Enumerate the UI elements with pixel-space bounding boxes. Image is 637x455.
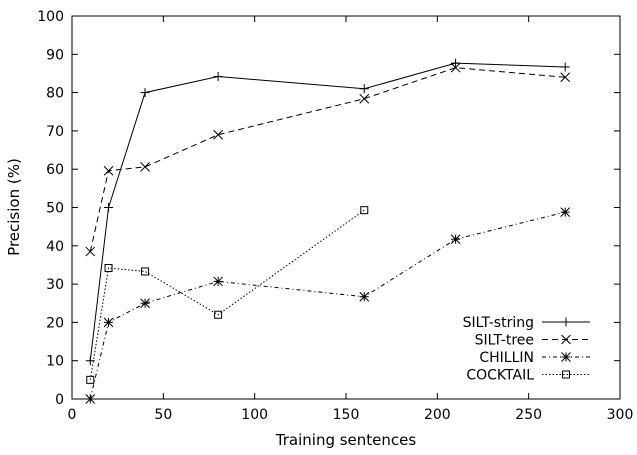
data-point bbox=[450, 62, 461, 73]
data-point bbox=[85, 394, 96, 404]
legend-label: SILT-tree bbox=[475, 333, 534, 349]
y-tick-label: 100 bbox=[37, 9, 64, 25]
series-cocktail bbox=[86, 206, 369, 384]
y-axis-title: Precision (%) bbox=[5, 158, 23, 256]
data-point bbox=[359, 291, 370, 302]
series-silt-tree bbox=[85, 62, 571, 257]
data-point bbox=[359, 84, 369, 94]
data-point bbox=[140, 162, 150, 172]
legend-label: CHILLIN bbox=[479, 350, 534, 366]
y-tick-label: 30 bbox=[46, 277, 64, 293]
x-axis: 0 50 100 150 200 250 300 bbox=[68, 16, 634, 423]
legend-label: COCKTAIL bbox=[466, 368, 534, 384]
y-tick-label: 40 bbox=[46, 239, 64, 255]
data-point bbox=[85, 356, 95, 366]
series-line bbox=[89, 67, 566, 252]
data-point bbox=[560, 72, 571, 83]
series-layer bbox=[85, 58, 571, 404]
y-tick-label: 70 bbox=[46, 124, 64, 140]
legend-label: SILT-string bbox=[463, 315, 534, 331]
data-point bbox=[103, 165, 114, 176]
data-point bbox=[85, 246, 96, 257]
series-chillin bbox=[85, 207, 571, 404]
data-point bbox=[560, 207, 571, 217]
y-tick-label: 50 bbox=[46, 201, 64, 217]
legend-marker bbox=[561, 352, 571, 362]
x-tick-label: 250 bbox=[515, 407, 542, 423]
y-tick-label: 20 bbox=[46, 315, 64, 331]
x-tick-label: 150 bbox=[333, 407, 360, 423]
data-point bbox=[360, 206, 369, 215]
data-point bbox=[213, 129, 223, 140]
x-tick-label: 0 bbox=[68, 407, 77, 423]
y-tick-label: 0 bbox=[55, 392, 64, 408]
y-tick-label: 10 bbox=[46, 354, 64, 370]
data-point bbox=[214, 310, 223, 319]
data-point bbox=[450, 234, 461, 245]
series-line bbox=[89, 209, 365, 380]
series-silt-string bbox=[85, 58, 570, 366]
data-point bbox=[104, 264, 113, 273]
x-tick-label: 300 bbox=[607, 407, 634, 423]
legend-marker bbox=[561, 334, 571, 345]
data-point bbox=[86, 375, 95, 384]
legend-marker bbox=[562, 370, 570, 379]
data-point bbox=[103, 317, 114, 328]
data-point bbox=[560, 62, 570, 72]
data-point bbox=[141, 267, 150, 276]
data-point bbox=[359, 93, 370, 104]
legend-marker bbox=[561, 317, 571, 327]
x-tick-label: 100 bbox=[241, 407, 268, 423]
y-tick-label: 90 bbox=[46, 47, 64, 63]
x-tick-label: 200 bbox=[424, 407, 451, 423]
y-axis: 0 10 20 30 40 50 60 70 80 90 100 bbox=[37, 9, 620, 408]
data-point bbox=[104, 203, 114, 212]
data-point bbox=[213, 276, 223, 287]
plot-frame bbox=[71, 15, 621, 400]
x-axis-title: Training sentences bbox=[275, 431, 417, 449]
data-point bbox=[140, 298, 150, 309]
y-tick-label: 80 bbox=[46, 86, 64, 102]
x-tick-label: 50 bbox=[154, 407, 172, 423]
data-point bbox=[140, 88, 150, 98]
y-tick-label: 60 bbox=[46, 162, 64, 178]
data-point bbox=[451, 58, 461, 68]
data-point bbox=[213, 72, 223, 82]
